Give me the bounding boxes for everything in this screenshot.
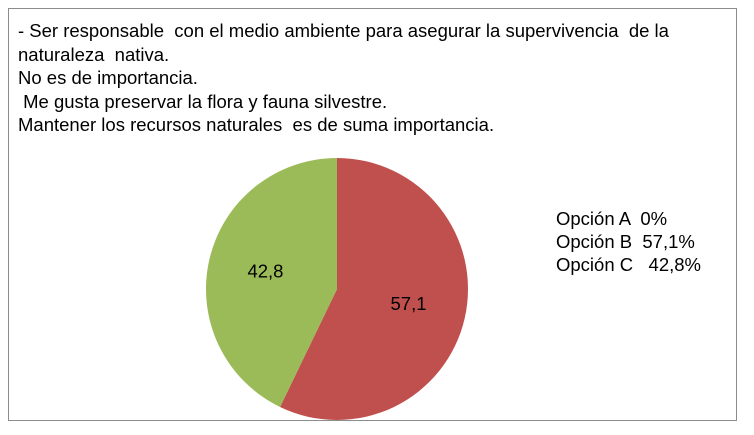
pie-slice xyxy=(280,158,468,420)
question-line: Mantener los recursos naturales es de su… xyxy=(18,114,495,135)
question-line: No es de importancia. xyxy=(18,67,198,88)
pie-slice-label: 42,8 xyxy=(247,261,283,282)
pie-slice xyxy=(206,158,337,407)
pie-slice-label: 57,1 xyxy=(391,293,427,314)
legend-entry-b: Opción B 57,1% xyxy=(556,231,695,252)
question-text: - Ser responsable con el medio ambiente … xyxy=(18,19,728,137)
legend-entry-a: Opción A 0% xyxy=(556,208,668,229)
question-line: naturaleza nativa. xyxy=(18,43,170,65)
question-line: Me gusta preservar la flora y fauna silv… xyxy=(18,90,388,112)
question-line: - Ser responsable con el medio ambiente … xyxy=(18,20,669,41)
legend-entry-c: Opción C 42,8% xyxy=(556,254,701,275)
legend: Opción A 0% Opción B 57,1% Opción C 42,8… xyxy=(556,207,701,276)
